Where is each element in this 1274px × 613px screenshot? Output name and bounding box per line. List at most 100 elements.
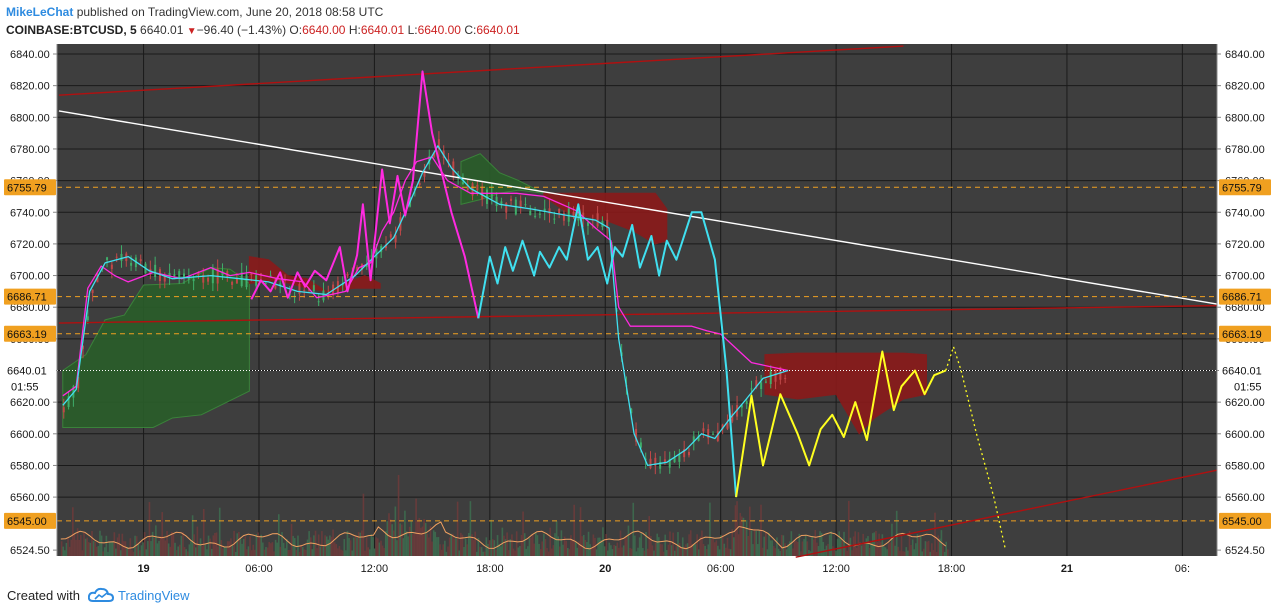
volume-bar	[319, 546, 322, 556]
volume-bar	[148, 502, 151, 556]
volume-bar	[410, 520, 413, 556]
volume-bar	[375, 537, 377, 556]
volume-bar	[276, 542, 278, 556]
volume-bar	[185, 549, 187, 556]
volume-bar	[437, 537, 440, 556]
volume-bar	[444, 540, 446, 556]
candle-body	[635, 429, 638, 442]
volume-bar	[309, 537, 312, 556]
symbol-name[interactable]: COINBASE:BTCUSD, 5	[6, 23, 137, 37]
volume-bar	[161, 512, 164, 556]
volume-bar	[723, 543, 726, 556]
trendline	[58, 304, 1218, 324]
volume-bar	[648, 516, 651, 556]
volume-bar	[108, 542, 111, 556]
level-badge: 6545.00	[1222, 516, 1262, 528]
volume-bar	[182, 532, 184, 556]
tradingview-cloud-icon[interactable]	[88, 587, 114, 603]
candle-body	[245, 274, 248, 288]
volume-bar	[935, 551, 938, 556]
volume-bar	[531, 534, 534, 556]
volume-bar	[348, 538, 350, 556]
volume-bar	[860, 545, 863, 556]
candle-body	[764, 381, 767, 383]
candle-body	[784, 377, 787, 379]
volume-bar	[84, 538, 87, 556]
volume-bar	[402, 538, 405, 556]
volume-bar	[338, 545, 341, 556]
volume-bar	[468, 532, 470, 556]
volume-bar	[761, 547, 764, 556]
volume-bar	[175, 550, 178, 556]
volume-bar	[137, 544, 140, 556]
tradingview-link[interactable]: TradingView	[118, 588, 190, 603]
volume-bar	[370, 534, 373, 556]
volume-bar	[870, 542, 872, 556]
volume-bar	[688, 534, 690, 556]
candle-body	[548, 208, 551, 214]
volume-bar	[431, 541, 433, 556]
y-tick-label: 6580.00	[10, 460, 50, 472]
volume-bar	[155, 525, 157, 556]
volume-bar	[855, 547, 858, 556]
volume-bar	[731, 529, 734, 556]
volume-bar	[696, 534, 698, 556]
volume-bar	[76, 528, 79, 556]
candle-body	[298, 284, 301, 294]
volume-bar	[522, 511, 524, 556]
volume-bar	[605, 534, 607, 556]
candle-body	[341, 283, 344, 286]
volume-bar	[186, 551, 189, 556]
volume-bar	[658, 537, 660, 556]
volume-bar	[384, 531, 387, 556]
candle-body	[558, 208, 561, 215]
volume-bar	[313, 535, 315, 556]
candle-body	[630, 408, 633, 414]
candle-body	[716, 431, 719, 442]
volume-bar	[707, 544, 710, 556]
chart-canvas[interactable]: 6840.00 6840.00 6820.00 6820.00 6800.00 6800.…	[0, 44, 1274, 579]
countdown-badge-bg	[8, 378, 42, 395]
volume-bar	[667, 544, 670, 556]
volume-bar	[65, 542, 68, 556]
volume-bar	[87, 542, 90, 556]
volume-bar	[713, 542, 716, 556]
candle-body	[745, 401, 748, 405]
volume-bar	[343, 539, 346, 556]
volume-bar	[915, 543, 917, 556]
volume-bar	[397, 474, 400, 556]
volume-bar	[285, 539, 288, 556]
volume-bar	[450, 533, 453, 556]
x-tick-label: 12:00	[361, 563, 389, 575]
x-tick-label: 06:	[1175, 563, 1190, 575]
candle-body	[553, 218, 556, 220]
y-tick-label: 6800.00	[1225, 112, 1265, 124]
volume-bar	[281, 532, 283, 556]
author-link[interactable]: MikeLeChat	[6, 5, 74, 19]
volume-bar	[217, 546, 219, 556]
volume-bar	[201, 545, 203, 556]
volume-bar	[868, 547, 871, 556]
candle-body	[755, 380, 758, 388]
volume-bar	[867, 536, 869, 556]
volume-bar	[354, 536, 357, 556]
volume-bar	[892, 536, 895, 556]
volume-bar	[127, 548, 130, 556]
volume-bar	[752, 544, 754, 556]
volume-bar	[392, 530, 395, 556]
last-price-badge: 6640.01	[7, 365, 47, 377]
candle-body	[466, 185, 469, 191]
volume-bar	[653, 550, 655, 556]
price-chart[interactable]: 6840.00 6840.00 6820.00 6820.00 6800.00 6800.…	[0, 44, 1274, 579]
candle-body	[606, 219, 609, 229]
candle-body	[375, 249, 378, 259]
candle-body	[452, 161, 455, 176]
volume-bar	[793, 540, 796, 556]
volume-bar	[190, 541, 192, 556]
volume-bar	[316, 548, 318, 556]
volume-bar	[284, 548, 286, 556]
candle-body	[322, 290, 325, 301]
candle-body	[572, 211, 575, 218]
ichimoku-cloud	[248, 255, 381, 292]
volume-bar	[373, 548, 376, 556]
